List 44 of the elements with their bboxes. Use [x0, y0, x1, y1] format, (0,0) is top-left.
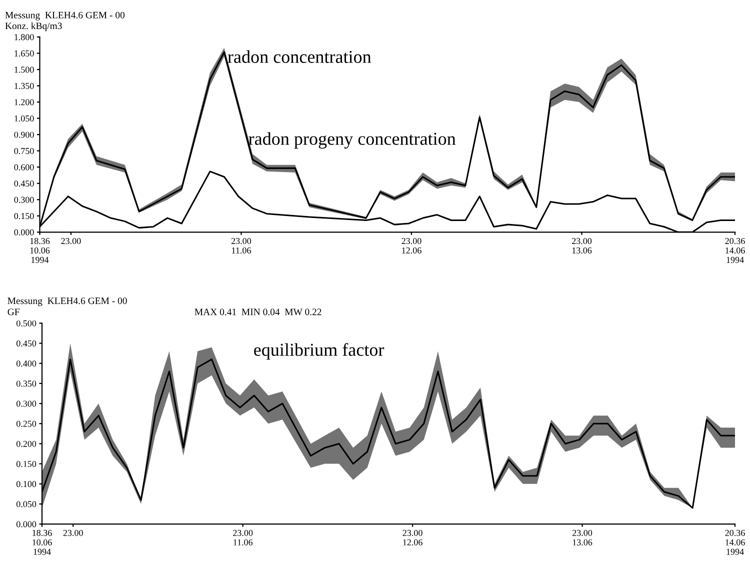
x-tick-label: 20.36 14.06 1994: [725, 530, 745, 555]
y-tick-label: 0.150: [16, 460, 36, 468]
y-tick-label: 0.250: [16, 420, 36, 427]
y-axis-title: GF: [8, 308, 20, 316]
y-axis-title: Konz. kBq/m3: [5, 22, 62, 32]
y-tick-label: 0.300: [16, 400, 36, 407]
x-tick-label: 23.00 13.06: [572, 530, 592, 546]
y-tick-label: 0.750: [14, 148, 34, 154]
x-tick-label: 23.00 11.06: [233, 530, 253, 546]
x-tick-label: 23.00 12.06: [402, 530, 422, 546]
x-tick-label: 23.00: [61, 238, 81, 244]
y-tick-label: 0.300: [14, 196, 34, 203]
y-tick-label: 0.000: [14, 229, 34, 236]
chart-title: Messung KLEH4.6 GEM - 00: [8, 298, 127, 306]
y-tick-label: 0.600: [14, 164, 34, 170]
y-tick-label: 0.000: [16, 521, 36, 528]
x-tick-label: 23.00 13.06: [572, 238, 592, 254]
x-tick-label: 20.36 14.06 1994: [725, 238, 745, 263]
x-tick-label: 23.00 11.06: [231, 238, 252, 254]
y-tick-label: 1.350: [14, 82, 34, 90]
y-tick-label: 0.450: [14, 180, 34, 187]
y-tick-label: 1.200: [14, 99, 34, 106]
x-tick-label: 18.36 10.06 1994: [30, 238, 50, 263]
x-tick-label: 23.00: [63, 530, 83, 536]
y-tick-label: 0.100: [16, 481, 36, 488]
y-tick-label: 0.050: [16, 501, 36, 508]
y-tick-label: 0.450: [16, 340, 36, 347]
y-tick-label: 0.350: [16, 380, 36, 387]
y-tick-label: 1.650: [14, 50, 34, 57]
x-tick-label: 18.36 10.06 1994: [32, 530, 52, 555]
y-tick-label: 1.050: [14, 115, 34, 122]
y-tick-label: 0.200: [16, 440, 36, 447]
y-tick-label: 0.500: [16, 320, 36, 326]
annotation: radon concentration: [228, 50, 372, 63]
y-tick-label: 0.900: [14, 132, 34, 138]
y-tick-label: 1.500: [14, 66, 34, 73]
chart-title: Messung KLEH4.6 GEM - 00: [5, 12, 125, 20]
y-tick-label: 0.150: [14, 213, 34, 220]
x-tick-label: 23.00 12.06: [402, 238, 422, 254]
chart-subtitle: MAX 0.41 MIN 0.04 MW 0.22: [194, 308, 322, 316]
y-tick-label: 1.800: [14, 34, 34, 40]
annotation: equilibrium factor: [254, 343, 384, 360]
annotation: radon progeny concentration: [248, 132, 456, 149]
y-tick-label: 0.400: [16, 360, 36, 367]
